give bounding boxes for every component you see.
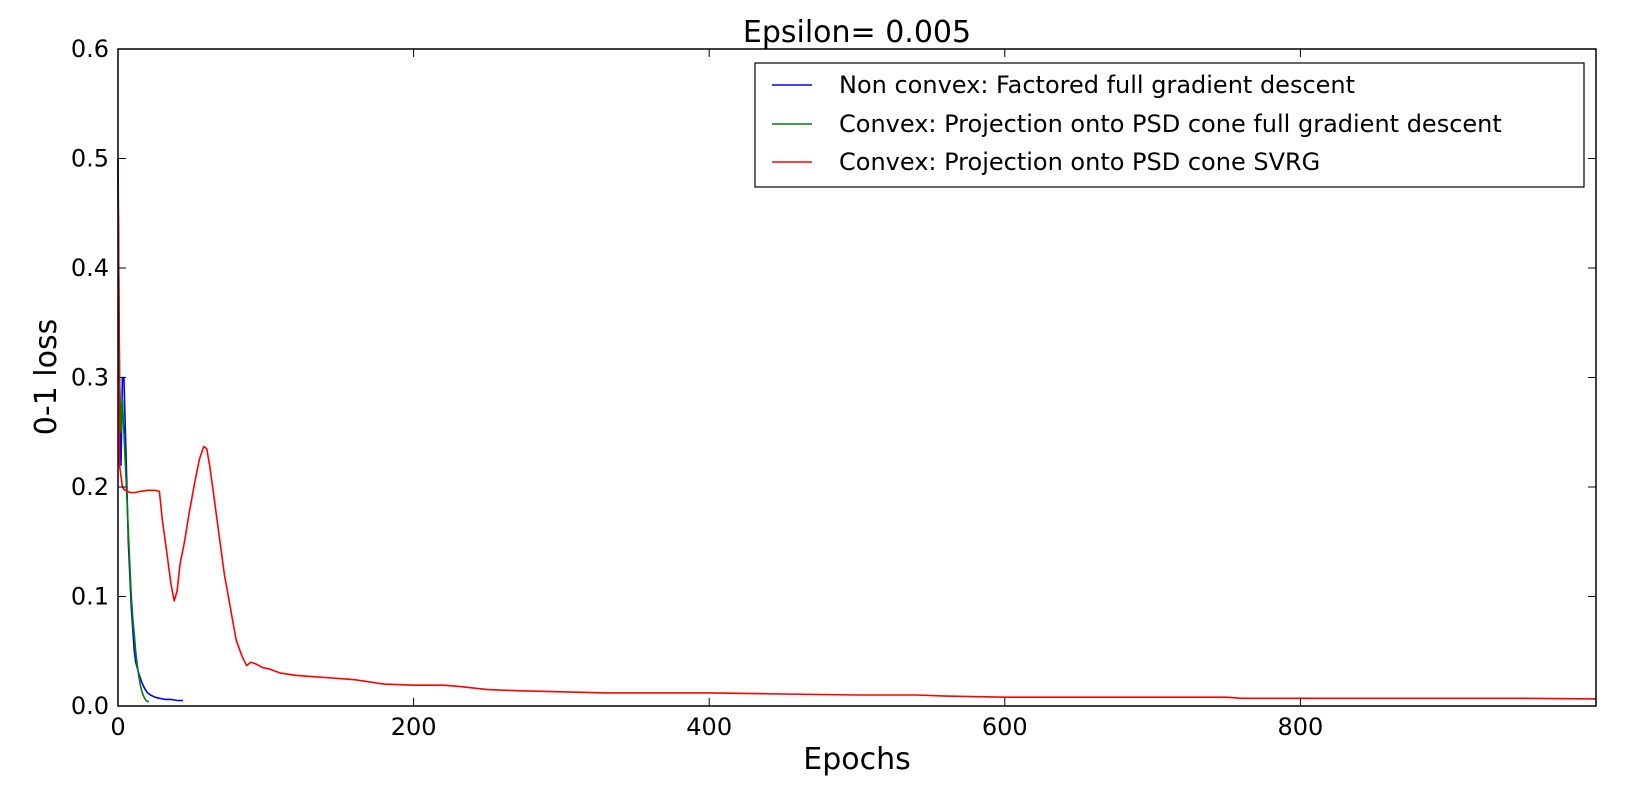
legend-label-1: Convex: Projection onto PSD cone full gr… [839, 110, 1502, 138]
plot-frame [117, 48, 1597, 707]
y-tick-label-5: 0.5 [71, 145, 109, 173]
legend-label-0: Non convex: Factored full gradient desce… [839, 71, 1355, 99]
legend-box [754, 62, 1585, 188]
x-tick-label-3: 600 [982, 713, 1028, 741]
y-tick-label-4: 0.4 [71, 254, 109, 282]
legend-label-2: Convex: Projection onto PSD cone SVRG [839, 148, 1320, 176]
y-tick-label-6: 0.6 [71, 35, 109, 63]
ticks-layer: 0 200 400 600 800 0.0 0.1 0.2 0.3 0.4 0.5 0.6 [71, 35, 1596, 741]
series-line-2 [117, 158, 1597, 700]
chart-title: Epsilon= 0.005 [743, 15, 971, 50]
x-tick-label-1: 200 [391, 713, 437, 741]
x-tick-label-4: 800 [1277, 713, 1323, 741]
series-line-1 [117, 180, 149, 703]
y-axis-title: 0-1 loss [29, 319, 64, 435]
x-tick-label-0: 0 [110, 713, 125, 741]
y-tick-label-0: 0.0 [71, 692, 109, 720]
y-tick-label-2: 0.2 [71, 473, 109, 501]
x-tick-label-2: 400 [686, 713, 732, 741]
x-axis-title: Epochs [803, 742, 911, 777]
y-tick-label-1: 0.1 [71, 583, 109, 611]
legend: Non convex: Factored full gradient desce… [754, 62, 1585, 188]
y-tick-label-3: 0.3 [71, 364, 109, 392]
